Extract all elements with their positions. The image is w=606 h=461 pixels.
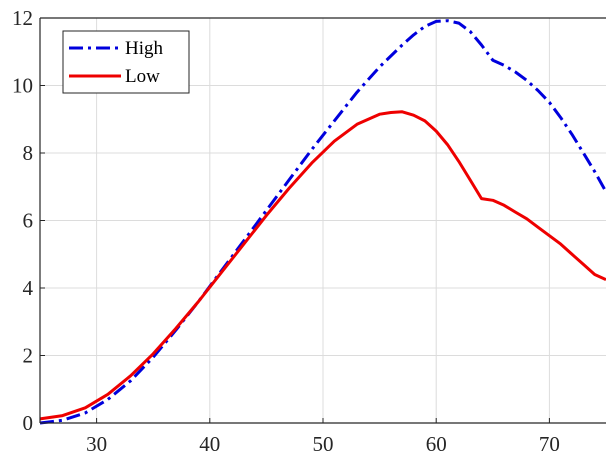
- legend-label-high: High: [125, 38, 164, 59]
- axes: [39, 17, 606, 424]
- x-tick-label: 70: [539, 432, 560, 456]
- legend-box: [62, 30, 190, 94]
- y-tick-label: 2: [23, 344, 34, 368]
- x-tick-label: 60: [426, 432, 447, 456]
- legend-label-low: Low: [125, 66, 160, 87]
- series-lines: [39, 19, 606, 425]
- series-line-low: [39, 110, 606, 421]
- legend: High Low: [62, 30, 190, 94]
- y-tick-label: 12: [12, 6, 33, 30]
- x-tick-label: 30: [86, 432, 107, 456]
- y-tick-label: 10: [12, 74, 33, 98]
- y-tick-label: 6: [23, 209, 34, 233]
- y-tick-label: 4: [23, 276, 34, 300]
- y-tick-label: 0: [23, 411, 34, 435]
- tick-labels: 30 40 50 60 70 0 2 4 6 8 10 12: [12, 6, 560, 456]
- x-tick-label: 50: [313, 432, 334, 456]
- series-line-high: [39, 19, 606, 425]
- x-tick-label: 40: [199, 432, 220, 456]
- y-tick-label: 8: [23, 141, 34, 165]
